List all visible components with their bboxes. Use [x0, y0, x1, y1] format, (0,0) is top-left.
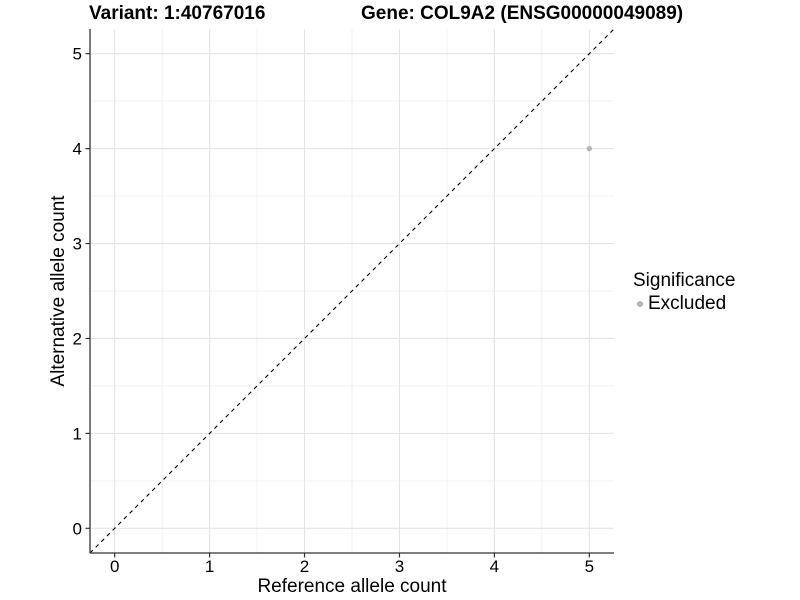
excluded-point-icon	[637, 300, 643, 307]
y-tick-label: 3	[73, 235, 82, 254]
data-point	[586, 145, 593, 152]
y-tick-label: 2	[73, 329, 82, 348]
gene-title: Gene: COL9A2 (ENSG00000049089)	[361, 3, 684, 24]
x-tick-label: 1	[205, 557, 214, 576]
y-tick-label: 4	[73, 140, 82, 159]
x-tick-label: 3	[395, 557, 404, 576]
y-tick-label: 1	[73, 424, 82, 443]
x-tick-label: 4	[490, 557, 499, 576]
legend: Significance Excluded	[633, 270, 735, 314]
x-axis-title: Reference allele count	[257, 576, 447, 597]
identity-dashed-line	[89, 28, 615, 554]
legend-title: Significance	[633, 270, 736, 291]
x-tick-label: 0	[110, 557, 119, 576]
y-tick-label: 0	[73, 519, 82, 538]
x-tick-label: 5	[585, 557, 594, 576]
x-tick-label: 2	[300, 557, 309, 576]
y-tick-label: 5	[73, 45, 82, 64]
legend-item-excluded: Excluded	[633, 293, 735, 314]
variant-title: Variant: 1:40767016	[89, 3, 266, 24]
legend-item-label: Excluded	[648, 293, 727, 314]
y-axis-title: Alternative allele count	[48, 195, 69, 387]
